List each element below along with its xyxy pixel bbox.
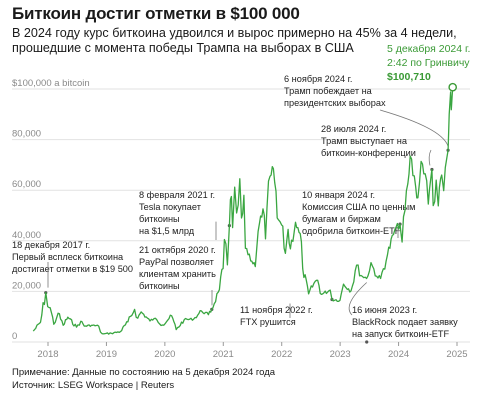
highlight-marker — [448, 82, 457, 92]
annotation: 11 ноября 2022 г. FTX рушится — [240, 297, 334, 327]
x-tick-label: 2023 — [330, 349, 351, 360]
annotations: 18 декабря 2017 г. Первый всплеск биткоин… — [12, 74, 458, 344]
x-tick-label: 2022 — [271, 349, 292, 360]
x-axis-ticks: 2018 2019 2020 2021 2022 2023 2024 2025 — [37, 342, 468, 360]
x-tick-label: 2018 — [37, 349, 58, 360]
annotation-text: Первый всплеск биткоина — [12, 252, 124, 262]
annotation-date: 21 октября 2020 г. — [139, 245, 216, 255]
annotation: 28 июля 2024 г. Трамп выступает на биткоин… — [321, 124, 434, 172]
annotation-date: 16 июня 2023 г. — [352, 305, 417, 315]
x-tick-label: 2024 — [388, 349, 409, 360]
chart-title: Биткоин достиг отметки в $100 000 — [12, 4, 300, 23]
y-axis-ticks: 0 20,000 40,000 60,000 80,000 $100,000 a bitc… — [12, 78, 90, 342]
annotation-text: биткоины — [139, 214, 180, 224]
annotation-point — [365, 340, 369, 344]
annotation-text: достигает отметки в $19 500 — [12, 264, 133, 274]
chart-subtitle: В 2024 году курс биткоина удвоился и выр… — [12, 26, 457, 55]
y-tick-label: 0 — [12, 331, 17, 342]
y-tick-label: 40,000 — [12, 230, 41, 241]
y-tick-label: $100,000 a bitcoin — [12, 78, 90, 89]
annotation: 16 июня 2023 г. BlackRock подает заявку на… — [348, 282, 458, 344]
annotation-text: PayPal позволяет — [139, 257, 215, 267]
annotation-text: биткоин-конференции — [321, 148, 416, 158]
annotation-text: биткоины — [139, 281, 180, 291]
highlight-value: $100,710 — [387, 71, 431, 83]
x-tick-label: 2025 — [446, 349, 467, 360]
annotation-text: бумагам и биржам — [302, 214, 381, 224]
annotation-text: Трамп побеждает на — [284, 86, 373, 96]
y-tick-label: 80,000 — [12, 129, 41, 140]
price-line — [32, 87, 454, 335]
annotation-text: Трамп выступает на — [321, 136, 408, 146]
footer-source: Источник: LSEG Workspace | Reuters — [12, 380, 175, 391]
highlight-date: 5 декабря 2024 г. — [387, 43, 470, 55]
series-line — [32, 87, 454, 335]
annotation-text: BlackRock подает заявку — [352, 317, 458, 327]
annotation-date: 8 февраля 2021 г. — [139, 190, 215, 200]
footer-note: Примечание: Данные по состоянию на 5 дек… — [12, 367, 276, 378]
annotation: 8 февраля 2021 г. Tesla покупает биткоины н… — [139, 190, 231, 240]
x-tick-label: 2020 — [154, 349, 175, 360]
annotation: 21 октября 2020 г. PayPal позволяет клиент… — [139, 245, 216, 311]
annotation-text: одобрила биткоин-ETF — [302, 226, 401, 236]
annotation-leader — [348, 282, 367, 316]
annotation-text: клиентам хранить — [139, 269, 216, 279]
annotation-date: 18 декабря 2017 г. — [12, 240, 90, 250]
grid-lines — [12, 88, 470, 343]
annotation-text: Tesla покупает — [139, 202, 202, 212]
highlight-time: 2:42 по Гринвичу — [387, 57, 470, 69]
annotation-date: 11 ноября 2022 г. — [240, 305, 313, 315]
annotation-date: 10 января 2024 г. — [302, 190, 375, 200]
annotation-leader — [379, 109, 449, 147]
annotation-text: на запуск биткоин-ETF — [352, 329, 450, 339]
annotation-text: FTX рушится — [240, 317, 296, 327]
annotation-text: Комиссия США по ценным — [302, 202, 415, 212]
annotation: 10 января 2024 г. Комиссия США по ценным б… — [302, 190, 415, 238]
annotation-text: президентских выборах — [284, 98, 386, 108]
y-tick-label: 20,000 — [12, 280, 41, 291]
x-tick-label: 2021 — [213, 349, 234, 360]
annotation-text: на $1,5 млрд — [139, 226, 195, 236]
annotation-date: 6 ноября 2024 г. — [284, 74, 352, 84]
annotation-leader — [428, 149, 432, 166]
annotation-date: 28 июля 2024 г. — [321, 124, 386, 134]
y-tick-label: 60,000 — [12, 179, 41, 190]
highlight: 5 декабря 2024 г. 2:42 по Гринвичу $100,71… — [387, 43, 470, 92]
x-tick-label: 2019 — [96, 349, 117, 360]
